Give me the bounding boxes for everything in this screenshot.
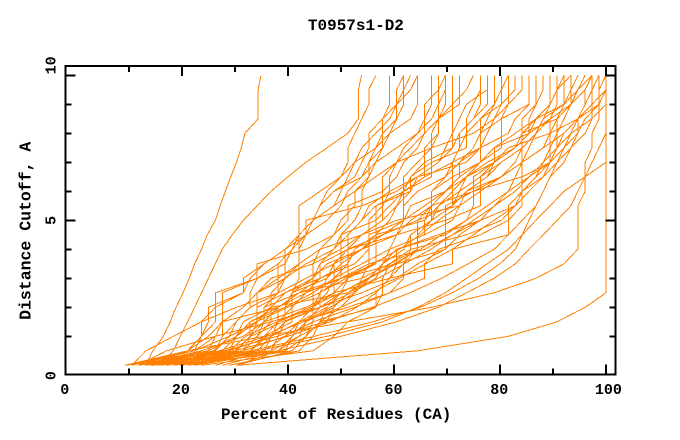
svg-text:60: 60 [384,382,402,399]
svg-text:100: 100 [595,382,622,399]
svg-text:Distance Cutoff, A: Distance Cutoff, A [17,142,36,320]
svg-text:0: 0 [60,382,69,399]
svg-text:20: 20 [172,382,190,399]
svg-text:10: 10 [44,56,61,74]
svg-text:5: 5 [44,216,61,225]
svg-text:0: 0 [44,371,61,380]
svg-text:Percent of Residues (CA): Percent of Residues (CA) [221,406,451,424]
svg-text:T0957s1-D2: T0957s1-D2 [308,17,404,35]
svg-text:40: 40 [279,382,297,399]
svg-text:80: 80 [490,382,508,399]
